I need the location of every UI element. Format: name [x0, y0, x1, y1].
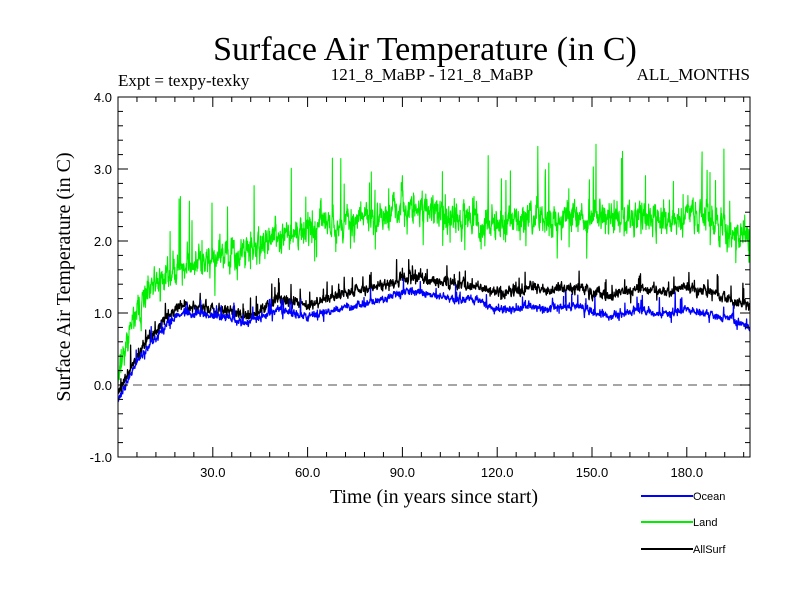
y-tick-label: 4.0: [94, 90, 112, 105]
y-tick-label: 2.0: [94, 234, 112, 249]
x-tick-label: 60.0: [295, 465, 320, 480]
x-tick-label: 90.0: [390, 465, 415, 480]
x-tick-label: 30.0: [200, 465, 225, 480]
period-label: ALL_MONTHS: [637, 65, 750, 84]
legend-label: Ocean: [693, 491, 725, 503]
y-tick-label: -1.0: [90, 450, 112, 465]
x-tick-label: 150.0: [576, 465, 609, 480]
legend-item-ocean: Ocean: [641, 491, 725, 503]
legend: Ocean Land AllSurf: [641, 491, 726, 556]
legend-item-land: Land: [641, 517, 717, 529]
comparison-label: 121_8_MaBP - 121_8_MaBP: [331, 65, 533, 84]
experiment-label: Expt = texpy-texky: [118, 71, 250, 90]
legend-label: AllSurf: [693, 544, 726, 556]
x-tick-label: 180.0: [671, 465, 704, 480]
y-tick-label: 3.0: [94, 162, 112, 177]
legend-item-allsurf: AllSurf: [641, 544, 726, 556]
series-line-allsurf: [118, 258, 750, 394]
series-line-ocean: [118, 278, 750, 403]
plot-frame: [117, 96, 751, 458]
x-tick-label: 120.0: [481, 465, 514, 480]
series-line-land: [118, 143, 750, 384]
y-tick-label: 0.0: [94, 378, 112, 393]
chart-title: Surface Air Temperature (in C): [213, 31, 637, 68]
y-axis-label: Surface Air Temperature (in C): [53, 152, 75, 401]
legend-label: Land: [693, 517, 717, 529]
y-tick-label: 1.0: [94, 306, 112, 321]
series-lines: [118, 143, 750, 403]
x-axis-label: Time (in years since start): [330, 486, 538, 508]
plot-area: -1.0 0.0 1.0 2.0 3.0 4.0 30.0 60.0 90.0 120.0 150.…: [90, 90, 751, 480]
